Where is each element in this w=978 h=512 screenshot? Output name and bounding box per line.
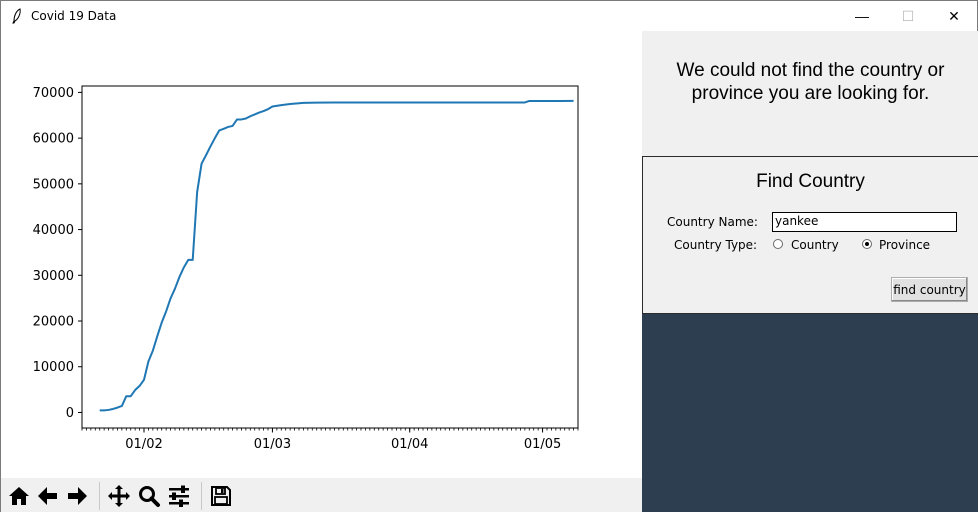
- find-country-title: Find Country: [756, 171, 865, 192]
- country-name-label: Country Name:: [667, 215, 758, 229]
- toolbar-separator: [99, 482, 100, 510]
- country-type-label: Country Type:: [674, 238, 758, 252]
- x-tick-label: 01/05: [524, 437, 561, 452]
- y-tick-label: 40000: [33, 223, 74, 238]
- feather-icon: [12, 8, 21, 24]
- plot-canvas[interactable]: 0 10000 20000 30000 40000 50000 60000 70000 01/0…: [1, 31, 642, 478]
- y-tick-label: 30000: [33, 269, 74, 284]
- x-tick-label: 01/04: [391, 437, 428, 452]
- save-button[interactable]: [207, 482, 235, 510]
- maximize-icon: ☐: [901, 7, 915, 24]
- maximize-button[interactable]: ☐: [885, 1, 931, 31]
- y-tick-label: 0: [66, 406, 74, 421]
- find-country-panel: Find Country Country Name: yankee Countr…: [642, 156, 978, 314]
- y-tick-label: 60000: [33, 132, 74, 147]
- y-tick-label: 70000: [33, 86, 74, 101]
- home-icon: [9, 487, 29, 505]
- close-button[interactable]: ✕: [931, 1, 977, 31]
- plot-frame: [81, 85, 579, 429]
- pan-button[interactable]: [105, 482, 133, 510]
- find-country-button[interactable]: find country: [891, 277, 968, 302]
- dark-panel: [642, 314, 978, 512]
- title-bar[interactable]: Covid 19 Data — ☐ ✕: [1, 1, 977, 31]
- plot-toolbar: [1, 478, 642, 512]
- y-tick-label: 50000: [33, 177, 74, 192]
- window-title: Covid 19 Data: [31, 9, 117, 23]
- back-button[interactable]: [34, 482, 62, 510]
- line-chart: 0 10000 20000 30000 40000 50000 60000 70000 01/0…: [33, 85, 579, 452]
- y-tick-label: 10000: [33, 360, 74, 375]
- zoom-icon: [139, 486, 160, 507]
- province-radio[interactable]: [862, 239, 872, 249]
- forward-icon: [68, 487, 87, 505]
- configure-subplots-button[interactable]: [165, 482, 193, 510]
- zoom-button[interactable]: [135, 482, 163, 510]
- province-radio-label[interactable]: Province: [879, 238, 931, 252]
- series-line: [99, 99, 574, 412]
- toolbar-separator: [201, 482, 202, 510]
- close-icon: ✕: [948, 7, 960, 24]
- save-icon: [211, 486, 231, 506]
- pan-icon: [108, 485, 130, 507]
- forward-button[interactable]: [63, 482, 91, 510]
- x-tick-label: 01/02: [125, 437, 162, 452]
- minimize-button[interactable]: —: [839, 1, 885, 31]
- x-tick-label: 01/03: [254, 437, 291, 452]
- y-tick-label: 20000: [33, 315, 74, 330]
- not-found-message: We could not find the country or provinc…: [676, 60, 945, 104]
- home-button[interactable]: [5, 482, 33, 510]
- back-icon: [38, 487, 57, 505]
- country-radio-label[interactable]: Country: [791, 238, 839, 252]
- minimize-icon: —: [855, 8, 869, 24]
- configure-subplots-icon: [169, 485, 189, 507]
- country-name-input[interactable]: yankee: [772, 212, 957, 232]
- status-area: We could not find the country or provinc…: [642, 31, 978, 157]
- country-radio[interactable]: [773, 239, 783, 249]
